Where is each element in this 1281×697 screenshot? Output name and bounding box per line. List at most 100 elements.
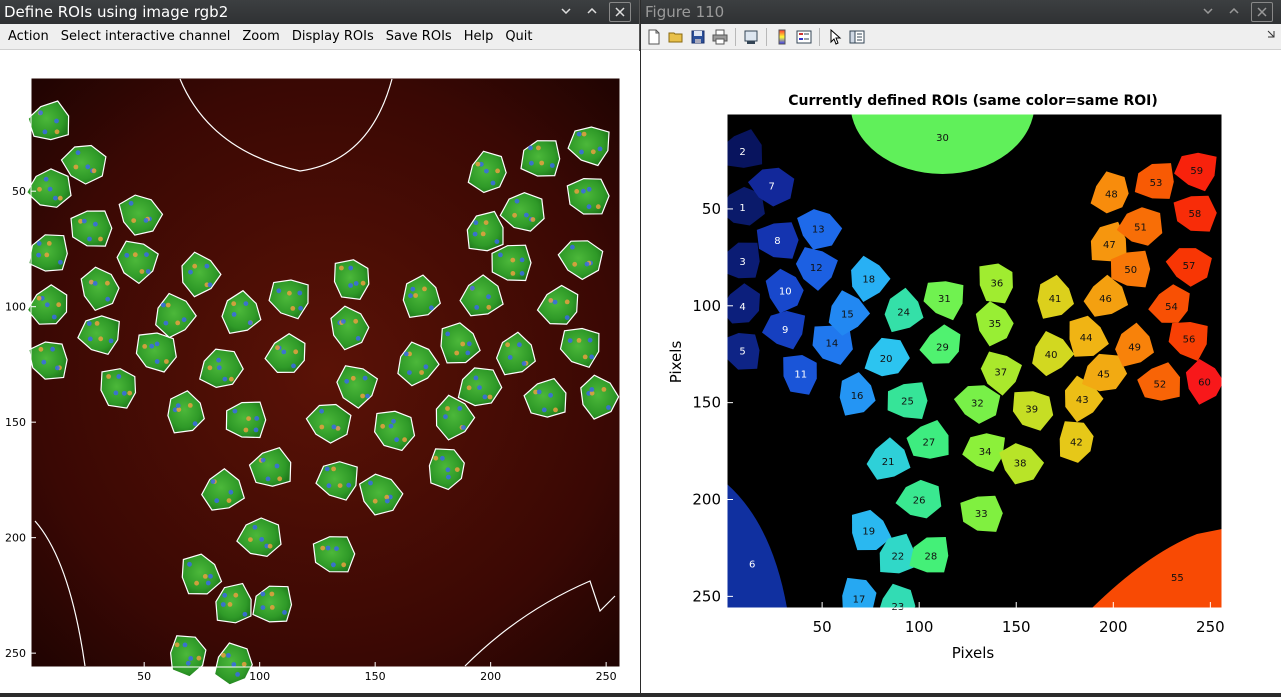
menu-help[interactable]: Help bbox=[463, 29, 494, 44]
fluorescent-spot bbox=[297, 290, 303, 296]
roi-label: 24 bbox=[897, 308, 910, 319]
fluorescent-spot bbox=[528, 145, 533, 151]
roi-region-29 bbox=[919, 324, 961, 364]
fluorescent-spot bbox=[348, 265, 354, 271]
left-menu-chevron-icon[interactable] bbox=[557, 2, 575, 20]
fluorescent-spot bbox=[465, 350, 471, 356]
fluorescent-spot bbox=[182, 642, 188, 648]
fluorescent-spot bbox=[194, 580, 200, 586]
fluorescent-spot bbox=[482, 394, 488, 400]
fluorescent-spot bbox=[408, 293, 413, 299]
fluorescent-spot bbox=[440, 455, 445, 461]
fluorescent-spot bbox=[337, 483, 343, 488]
print-icon[interactable] bbox=[709, 26, 731, 48]
roi-region-54 bbox=[1148, 284, 1190, 323]
fluorescent-spot bbox=[477, 385, 482, 390]
roi-region-3 bbox=[727, 242, 760, 279]
fluorescent-spot bbox=[216, 357, 222, 363]
fluorescent-spot bbox=[202, 574, 208, 579]
left-titlebar[interactable]: Define ROIs using image rgb2 bbox=[0, 0, 639, 24]
left-close-icon[interactable] bbox=[609, 2, 631, 22]
right-close-icon[interactable] bbox=[1251, 2, 1273, 22]
fluorescent-spot bbox=[576, 131, 582, 137]
fluorescent-spot bbox=[226, 498, 232, 503]
menu-zoom[interactable]: Zoom bbox=[242, 29, 280, 44]
right-titlebar[interactable]: Figure 110 bbox=[641, 0, 1281, 24]
y-tick-label: 50 bbox=[12, 185, 26, 198]
property-editor-icon[interactable] bbox=[846, 26, 868, 48]
roi-label: 11 bbox=[794, 370, 807, 381]
y-tick-label: 100 bbox=[692, 297, 721, 315]
menu-quit[interactable]: Quit bbox=[505, 29, 533, 44]
fluorescent-spot bbox=[214, 498, 220, 504]
fluorescent-spot bbox=[490, 180, 496, 186]
roi-label: 5 bbox=[739, 346, 745, 357]
roi-label-plot[interactable]: 1234567891011121314151617181920212223242… bbox=[641, 52, 1281, 693]
right-maximize-icon[interactable] bbox=[1225, 2, 1243, 20]
roi-region-27 bbox=[906, 420, 949, 459]
new-file-icon[interactable] bbox=[643, 26, 665, 48]
fluorescent-spot bbox=[572, 261, 578, 267]
pointer-icon[interactable] bbox=[824, 26, 846, 48]
print-preview-icon[interactable] bbox=[740, 26, 762, 48]
colorbar-icon[interactable] bbox=[771, 26, 793, 48]
fluorescent-spot bbox=[105, 280, 110, 286]
fluorescent-spot bbox=[335, 426, 341, 431]
fluorescent-spot bbox=[478, 161, 484, 167]
fluorescent-spot bbox=[132, 252, 138, 258]
fluorescent-spot bbox=[470, 285, 475, 291]
roi-region-41 bbox=[1037, 274, 1074, 319]
roi-outline bbox=[459, 274, 504, 317]
save-icon[interactable] bbox=[687, 26, 709, 48]
roi-outline bbox=[155, 292, 197, 339]
roi-region-34 bbox=[962, 433, 1005, 472]
fluorescent-spot bbox=[533, 389, 538, 395]
roi-region-10 bbox=[765, 268, 804, 314]
fluorescent-spot bbox=[37, 186, 42, 192]
fluorescent-spot bbox=[586, 391, 592, 396]
x-tick-label: 200 bbox=[480, 670, 501, 683]
fluorescent-spot bbox=[454, 467, 460, 472]
fluorescent-spot bbox=[384, 498, 390, 504]
fluorescent-spot bbox=[220, 602, 226, 607]
roi-label: 9 bbox=[782, 325, 788, 336]
menu-save-rois[interactable]: Save ROIs bbox=[385, 29, 452, 44]
define-rois-window: Define ROIs using image rgb2 Action Selec… bbox=[0, 0, 640, 693]
roi-outline bbox=[523, 377, 567, 418]
fluorescent-spot bbox=[222, 592, 228, 598]
plot-axes-frame bbox=[726, 113, 1223, 609]
fluorescent-spot bbox=[433, 455, 439, 461]
fluorescent-spot bbox=[44, 302, 50, 308]
roi-label: 45 bbox=[1097, 370, 1110, 381]
menu-select-interactive-channel[interactable]: Select interactive channel bbox=[60, 29, 231, 44]
roi-label: 42 bbox=[1070, 437, 1083, 448]
roi-region-12 bbox=[795, 247, 838, 291]
roi-outline bbox=[201, 468, 246, 511]
toolbar-overflow-icon[interactable] bbox=[1267, 30, 1275, 41]
y-axis-label: Pixels bbox=[667, 341, 685, 384]
fluorescent-spot bbox=[589, 390, 595, 396]
fluorescent-spot bbox=[281, 349, 287, 355]
roi-label: 57 bbox=[1183, 261, 1196, 272]
fluorescent-spot bbox=[410, 286, 416, 292]
fluorescent-spot bbox=[595, 204, 601, 210]
fluorescent-spot bbox=[319, 424, 325, 430]
fluorescent-spot bbox=[445, 406, 450, 411]
roi-region-47 bbox=[1090, 221, 1127, 262]
fluorescent-spot bbox=[192, 263, 198, 269]
legend-icon[interactable] bbox=[793, 26, 815, 48]
fluorescent-spot bbox=[601, 387, 607, 392]
fluorescent-spot bbox=[143, 218, 149, 223]
fluorescent-spot bbox=[581, 131, 587, 137]
menu-action[interactable]: Action bbox=[8, 29, 49, 44]
menu-display-rois[interactable]: Display ROIs bbox=[291, 29, 374, 44]
roi-label: 1 bbox=[739, 203, 745, 214]
roi-image-plot[interactable]: 50 100 150 200 250 50 100 150 200 250 bbox=[0, 51, 640, 693]
right-menu-chevron-icon[interactable] bbox=[1199, 2, 1217, 20]
x-tick-label: 100 bbox=[905, 618, 934, 636]
left-maximize-icon[interactable] bbox=[583, 2, 601, 20]
fluorescent-spot bbox=[443, 414, 448, 420]
open-folder-icon[interactable] bbox=[665, 26, 687, 48]
fluorescent-spot bbox=[517, 342, 522, 348]
roi-label: 28 bbox=[924, 552, 937, 563]
